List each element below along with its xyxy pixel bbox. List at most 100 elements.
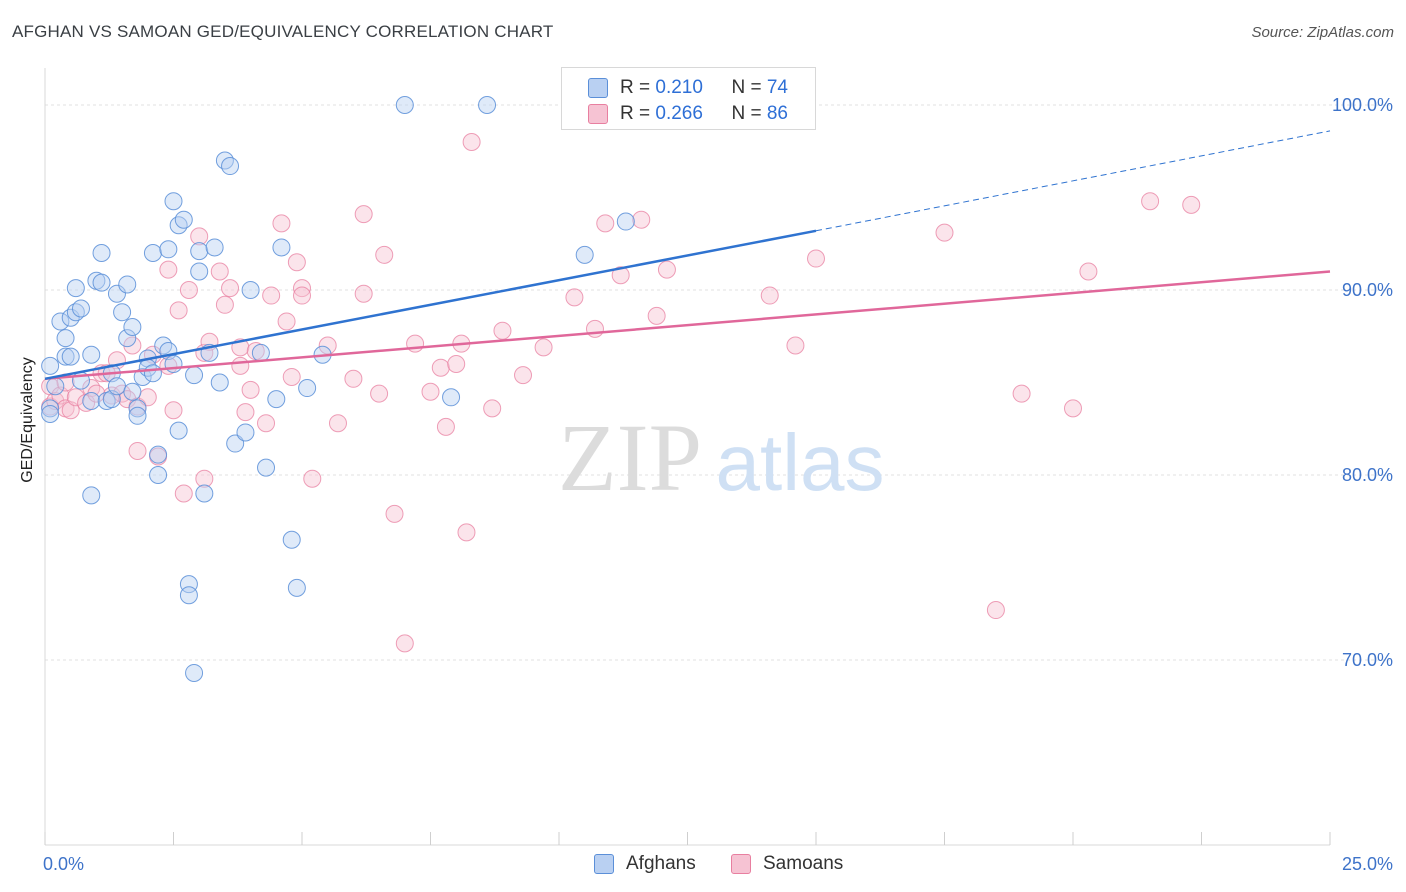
samoan-point [565, 288, 584, 307]
afghan-point [185, 366, 204, 385]
afghan-point [221, 157, 240, 176]
afghan-point [215, 151, 234, 170]
samoan-point [657, 260, 676, 279]
samoan-point [179, 281, 198, 299]
afghan-point [82, 486, 101, 505]
samoan-point [786, 336, 805, 355]
afghan-point [395, 96, 414, 114]
samoan-point [221, 279, 240, 298]
afghan-point [71, 299, 90, 318]
afghan-point [82, 392, 101, 410]
samoan-point [215, 295, 234, 314]
afghan-point [185, 663, 204, 682]
watermark-zip: ZIP [558, 404, 702, 511]
samoan-point [128, 441, 147, 460]
afghan-point [56, 347, 75, 366]
y-tick-label: 70.0% [1342, 650, 1393, 670]
afghan-point [251, 343, 270, 362]
samoan-point [370, 384, 389, 403]
x-ticks [44, 832, 1331, 845]
afghan-point [113, 303, 132, 322]
afghan-point [118, 329, 137, 348]
samoan-point [760, 286, 779, 305]
chart-title: AFGHAN VS SAMOAN GED/EQUIVALENCY CORRELA… [12, 22, 554, 41]
afghan-point [169, 216, 188, 235]
samoan-point [457, 523, 476, 542]
afghan-point [164, 192, 183, 211]
afghan-point [205, 238, 224, 257]
afghan-point [46, 377, 65, 396]
samoan-point [262, 286, 281, 305]
samoan-point [293, 286, 311, 305]
samoan-point [66, 388, 85, 407]
samoan-point [354, 205, 373, 224]
samoan-point [421, 382, 440, 401]
samoans-points [41, 133, 1201, 653]
samoan-point [1064, 399, 1082, 418]
samoan-point [354, 284, 373, 303]
afghan-point [107, 377, 126, 396]
afghans-swatch [588, 78, 608, 98]
afghan-point [128, 399, 147, 418]
afghans-legend-swatch [594, 854, 614, 874]
afghan-point [190, 262, 209, 281]
samoan-point [935, 223, 954, 242]
y-tick-label: 100.0% [1332, 95, 1393, 115]
samoan-point [611, 266, 630, 285]
afghan-point [123, 382, 142, 401]
afghan-point [61, 308, 80, 327]
samoan-point [436, 417, 455, 436]
afghan-point [92, 273, 111, 292]
afghan-point [179, 586, 198, 605]
samoans-stats: R = 0.266 N = 86 [620, 103, 788, 125]
afghans-r-value: 0.210 [655, 77, 703, 98]
afghan-point [41, 356, 60, 375]
samoan-point [169, 301, 188, 320]
samoan-point [159, 260, 178, 279]
afghans-stats: R = 0.210 N = 74 [620, 77, 788, 99]
afghan-point [66, 279, 85, 298]
samoan-point [596, 214, 615, 233]
samoan-point [257, 414, 276, 433]
samoan-point [807, 249, 825, 268]
chart-source: Source: ZipAtlas.com [1251, 24, 1394, 41]
samoans-trendline [44, 270, 1331, 381]
afghan-point [143, 364, 162, 383]
afghans-trendline [44, 229, 817, 381]
samoans-n-value: 86 [766, 103, 788, 124]
afghan-point [133, 367, 152, 386]
samoan-point [293, 279, 311, 298]
y-tick-labels: 70.0% 80.0% 90.0% 100.0% [1332, 95, 1393, 670]
afghan-point [51, 312, 70, 331]
afghan-point [287, 578, 306, 597]
samoan-point [195, 469, 214, 488]
afghan-point [236, 423, 255, 442]
samoans-r-label: R = [620, 103, 656, 124]
afghan-point [442, 388, 461, 407]
afghan-point [41, 399, 60, 418]
samoans-swatch [588, 104, 608, 124]
samoan-point [986, 601, 1005, 620]
afghan-point [123, 318, 142, 336]
stats-legend: R = 0.210 N = 74 R = 0.266 N = 86 [561, 67, 816, 130]
afghans-trendline-extension [815, 130, 1331, 232]
afghan-point [118, 275, 137, 294]
afghan-point [616, 212, 635, 231]
x-tick-label: 0.0% [43, 854, 84, 874]
afghans-n-value: 74 [766, 77, 788, 98]
afghan-point [149, 466, 168, 484]
afghan-point [92, 244, 111, 262]
samoan-point [287, 253, 306, 272]
x-tick-labels: 0.0% 25.0% [43, 854, 1393, 874]
samoan-point [174, 484, 193, 503]
samoan-point [282, 367, 301, 386]
samoan-point [303, 469, 322, 488]
samoan-point [493, 321, 512, 340]
samoan-point [236, 403, 255, 422]
afghan-point [149, 445, 168, 464]
afghan-point [210, 373, 229, 392]
y-tick-label: 90.0% [1342, 280, 1393, 300]
samoan-point [585, 319, 604, 338]
samoan-point [534, 338, 553, 357]
afghan-point [195, 484, 214, 503]
